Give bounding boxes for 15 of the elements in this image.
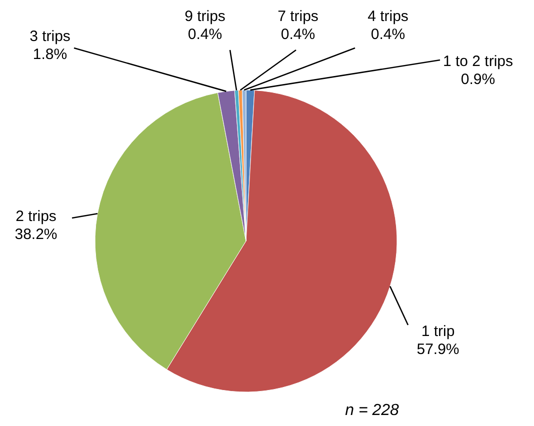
slice-label: 1 to 2 trips bbox=[442, 53, 514, 70]
text: n = 228 bbox=[345, 402, 400, 419]
slice-label: 7 trips bbox=[278, 8, 318, 25]
slice-label: 3 trips bbox=[30, 28, 70, 45]
data-label: 38.2% bbox=[14, 226, 58, 243]
data-label: 1.8% bbox=[32, 46, 68, 63]
slice-label: 9 trips bbox=[184, 8, 226, 25]
data-label: 57.9% bbox=[416, 341, 460, 358]
data-label: 0.4% bbox=[370, 26, 406, 43]
slice-label: 1 trip bbox=[421, 323, 455, 340]
data-label: 0.9% bbox=[460, 71, 496, 88]
slice-label: 4 trips bbox=[368, 8, 408, 25]
slice-label: 2 trips bbox=[16, 208, 56, 225]
data-label: 0.4% bbox=[188, 26, 222, 43]
data-label: 0.4% bbox=[280, 26, 316, 43]
